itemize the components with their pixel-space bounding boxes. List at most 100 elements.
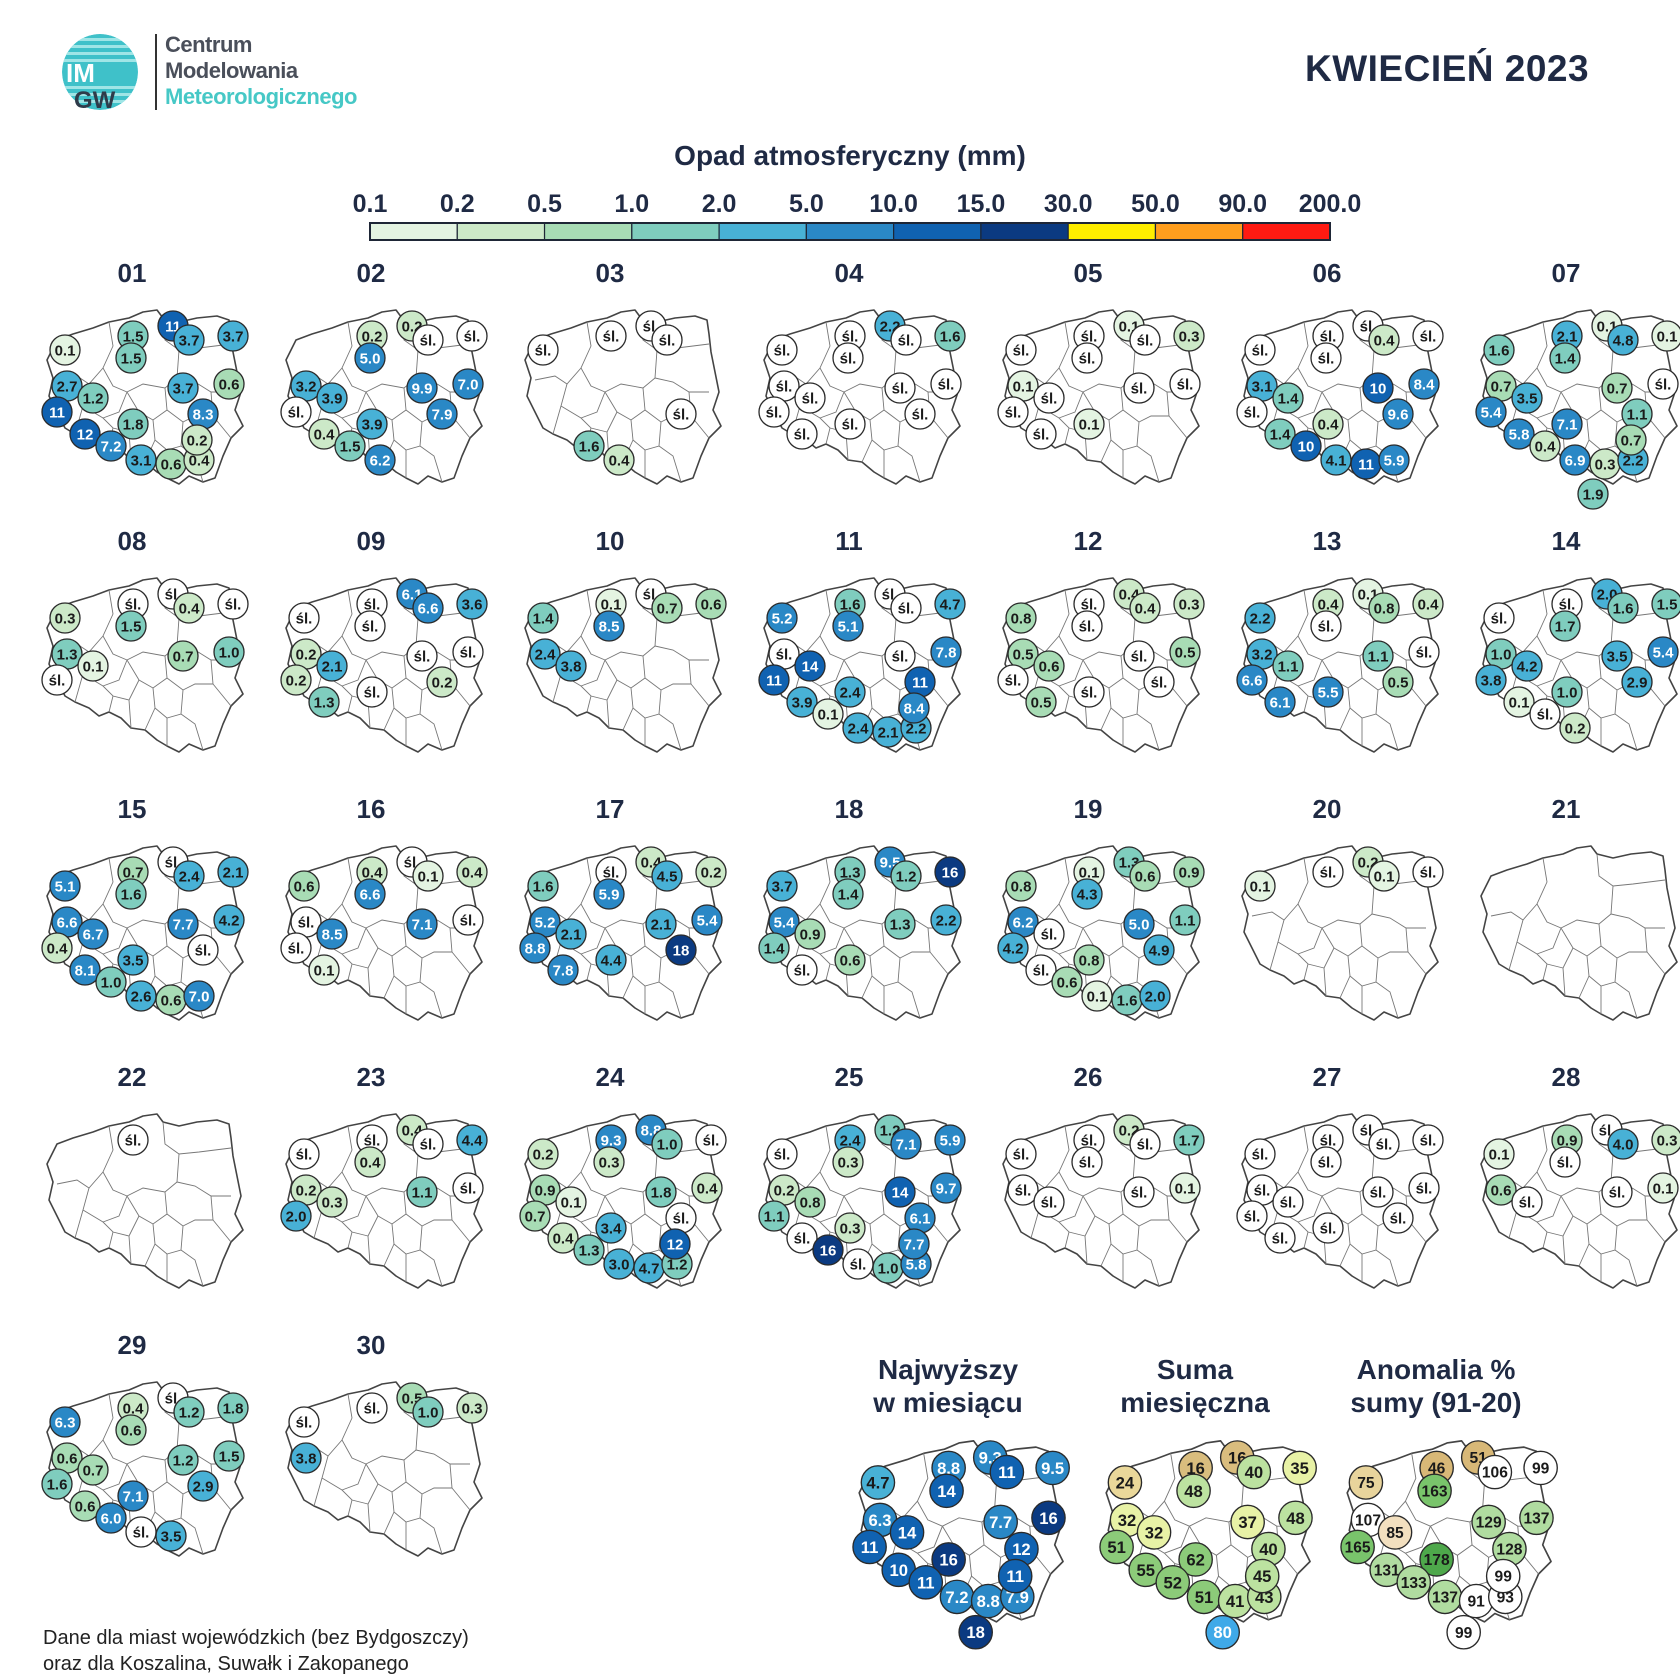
station-marker <box>1025 418 1057 450</box>
station-value: 0.8 <box>1374 600 1395 617</box>
legend-tick-label: 2.0 <box>702 190 737 218</box>
stat-title-max-line2: w miesiącu <box>873 1387 1023 1418</box>
station-marker <box>77 650 109 682</box>
region-border <box>1375 981 1399 1019</box>
station-value: 3.7 <box>179 332 200 349</box>
station-value: 1.2 <box>667 1256 688 1273</box>
station-value: śl. <box>1272 1230 1289 1247</box>
station-value: 1.6 <box>840 596 861 613</box>
station-value: 0.7 <box>525 1208 546 1225</box>
station-marker <box>412 592 444 624</box>
station-value: śl. <box>1320 1132 1337 1149</box>
region-border <box>1339 707 1351 731</box>
region-border <box>1251 903 1299 921</box>
station-value: śl. <box>125 596 142 613</box>
station-value: 1.3 <box>890 916 911 933</box>
station-marker <box>529 638 561 670</box>
station-value: 133 <box>1401 1575 1427 1592</box>
station-marker <box>1310 342 1342 374</box>
station-marker <box>595 1212 627 1244</box>
station-value: śl. <box>1081 684 1098 701</box>
day-map: 0.9śl.4.0 0.30.10.6śl.śl.śl. 0.1 <box>1480 1113 1680 1289</box>
station-marker <box>1483 602 1515 634</box>
region-border <box>586 695 592 713</box>
station-value: 0.6 <box>57 1450 78 1467</box>
station-value: 11 <box>917 1573 935 1592</box>
day-map: śl.0.20.1 śl.0.1 <box>1241 845 1444 1021</box>
region-border <box>415 1449 470 1465</box>
region-border <box>1339 1243 1351 1267</box>
station-marker <box>934 320 966 352</box>
station-value: 0.1 <box>1079 864 1100 881</box>
station-marker <box>183 980 215 1012</box>
station-value: 5.8 <box>1509 426 1530 443</box>
station-value: 2.4 <box>179 868 201 885</box>
station-value: śl. <box>776 378 793 395</box>
station-marker <box>691 904 723 936</box>
station-marker <box>1272 650 1304 682</box>
station-value: 0.1 <box>1013 378 1034 395</box>
station-marker <box>155 1520 187 1552</box>
station-value: śl. <box>535 342 552 359</box>
day-label: 21 <box>1552 794 1581 824</box>
station-value: 0.6 <box>1135 868 1156 885</box>
station-marker <box>452 636 484 668</box>
region-border <box>1339 975 1351 999</box>
station-marker <box>997 396 1029 428</box>
station-value: śl. <box>1177 376 1194 393</box>
station-marker <box>884 1176 916 1208</box>
station-value: 178 <box>1424 1552 1450 1569</box>
region-border <box>1361 945 1408 959</box>
day-label: 25 <box>835 1062 864 1092</box>
station-marker <box>958 1614 993 1650</box>
brand-line-1: Centrum <box>165 32 252 57</box>
station-value: 1.6 <box>1489 342 1510 359</box>
station-value: 1.4 <box>533 610 555 627</box>
station-value: śl. <box>938 376 955 393</box>
station-value: 129 <box>1476 1515 1502 1532</box>
station-marker <box>1511 382 1543 414</box>
region-border <box>883 945 930 959</box>
station-value: 0.6 <box>294 878 315 895</box>
region-border <box>916 1453 943 1527</box>
station-value: 1.2 <box>83 390 104 407</box>
station-marker <box>555 1186 587 1218</box>
station-marker <box>1485 1174 1517 1206</box>
footnote: Dane dla miast wojewódzkich (bez Bydgosz… <box>43 1625 469 1677</box>
region-border <box>1277 941 1325 969</box>
station-value: 51 <box>1107 1538 1126 1557</box>
station-marker <box>290 1442 322 1474</box>
station-marker <box>766 1138 798 1170</box>
station-marker <box>452 904 484 936</box>
station-marker <box>1051 966 1083 998</box>
station-marker <box>890 1128 922 1160</box>
region-border <box>383 1511 395 1535</box>
station-marker <box>117 944 149 976</box>
station-marker <box>115 610 147 642</box>
station-value: 0.1 <box>1079 416 1100 433</box>
station-value: 6.9 <box>1565 452 1586 469</box>
station-marker <box>1382 666 1414 698</box>
station-value: 106 <box>1482 1465 1508 1482</box>
station-value: śl. <box>603 864 620 881</box>
station-marker <box>1549 1146 1581 1178</box>
day-label: 24 <box>596 1062 625 1092</box>
station-value: 46 <box>1428 1461 1446 1478</box>
region-border <box>102 1463 128 1491</box>
station-value: 8.1 <box>75 962 96 979</box>
station-value: 4.7 <box>866 1473 889 1492</box>
station-value: 1.2 <box>173 1452 194 1469</box>
station-value: 12 <box>1012 1540 1030 1559</box>
station-value: 12 <box>77 426 94 443</box>
region-border <box>1303 1231 1309 1249</box>
station-value: 0.4 <box>179 600 201 617</box>
station-value: 0.3 <box>599 1154 620 1171</box>
region-border <box>180 1517 204 1555</box>
station-value: śl. <box>1491 610 1508 627</box>
station-marker <box>1272 1186 1304 1218</box>
stat-title-max: Najwyższy w miesiącu <box>828 1353 1068 1419</box>
station-value: śl. <box>1416 644 1433 661</box>
station-value: śl. <box>1318 1154 1335 1171</box>
station-marker <box>1173 320 1205 352</box>
region-border <box>1100 1243 1112 1267</box>
